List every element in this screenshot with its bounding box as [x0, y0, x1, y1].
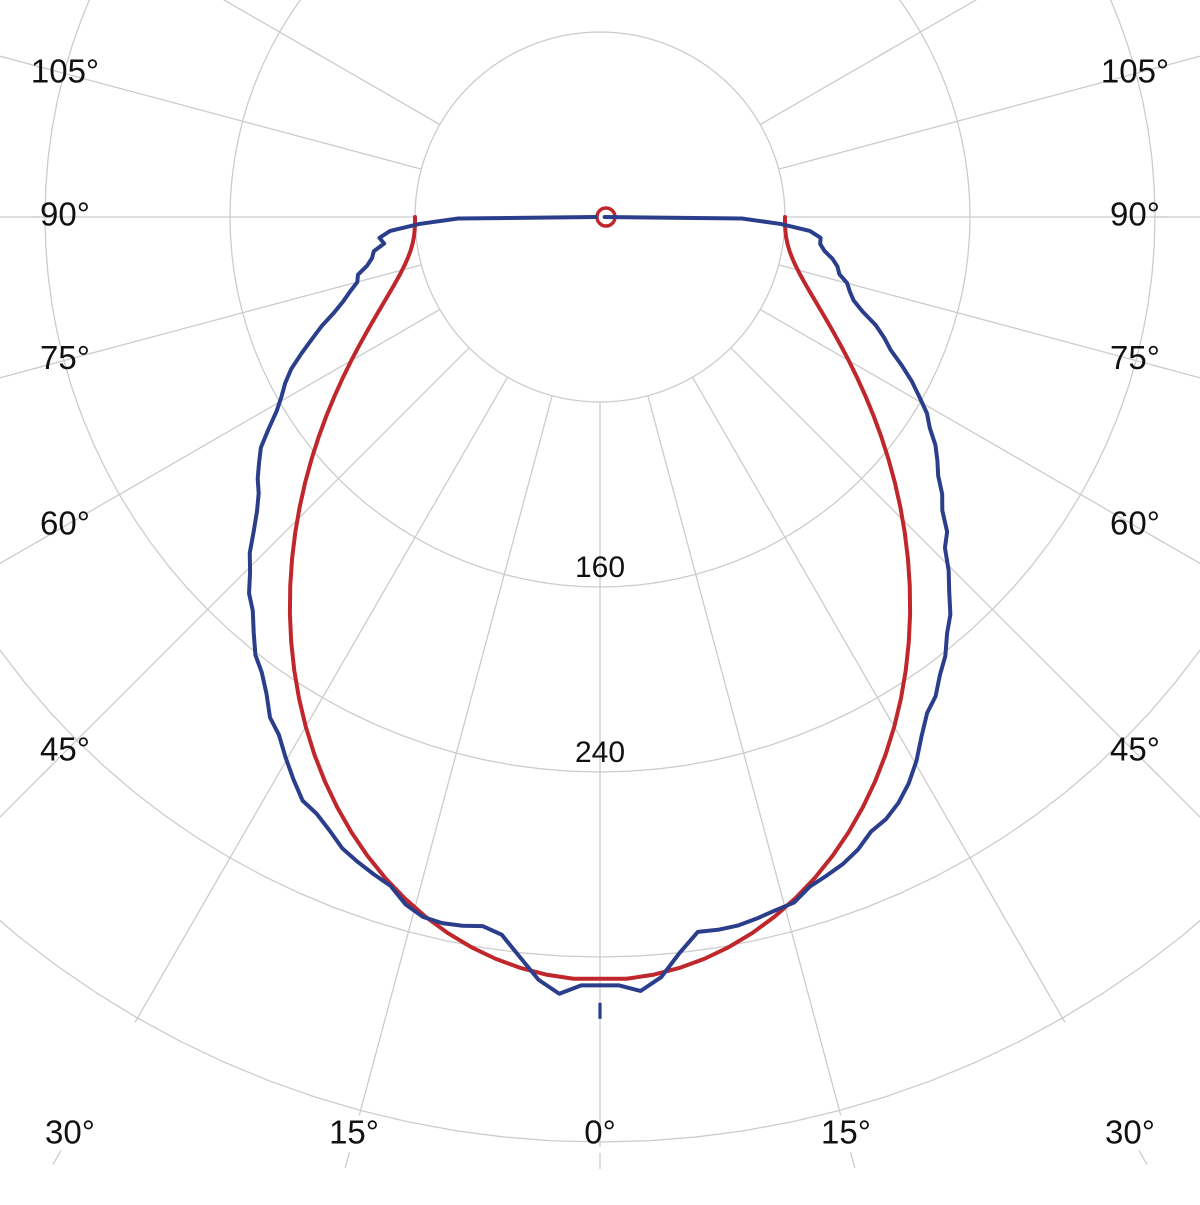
svg-text:90°: 90° [1110, 196, 1160, 233]
svg-text:60°: 60° [40, 505, 90, 542]
svg-text:30°: 30° [45, 1114, 95, 1151]
svg-text:90°: 90° [40, 196, 90, 233]
svg-text:240: 240 [575, 736, 625, 769]
svg-text:105°: 105° [31, 52, 99, 89]
svg-text:0°: 0° [584, 1114, 616, 1151]
svg-text:30°: 30° [1105, 1114, 1155, 1151]
svg-text:160: 160 [575, 551, 625, 584]
svg-text:75°: 75° [1110, 339, 1160, 376]
svg-text:45°: 45° [40, 731, 90, 768]
svg-text:75°: 75° [40, 339, 90, 376]
svg-text:60°: 60° [1110, 505, 1160, 542]
svg-text:15°: 15° [821, 1114, 871, 1151]
svg-text:105°: 105° [1101, 52, 1169, 89]
svg-text:45°: 45° [1110, 731, 1160, 768]
svg-text:15°: 15° [329, 1114, 379, 1151]
